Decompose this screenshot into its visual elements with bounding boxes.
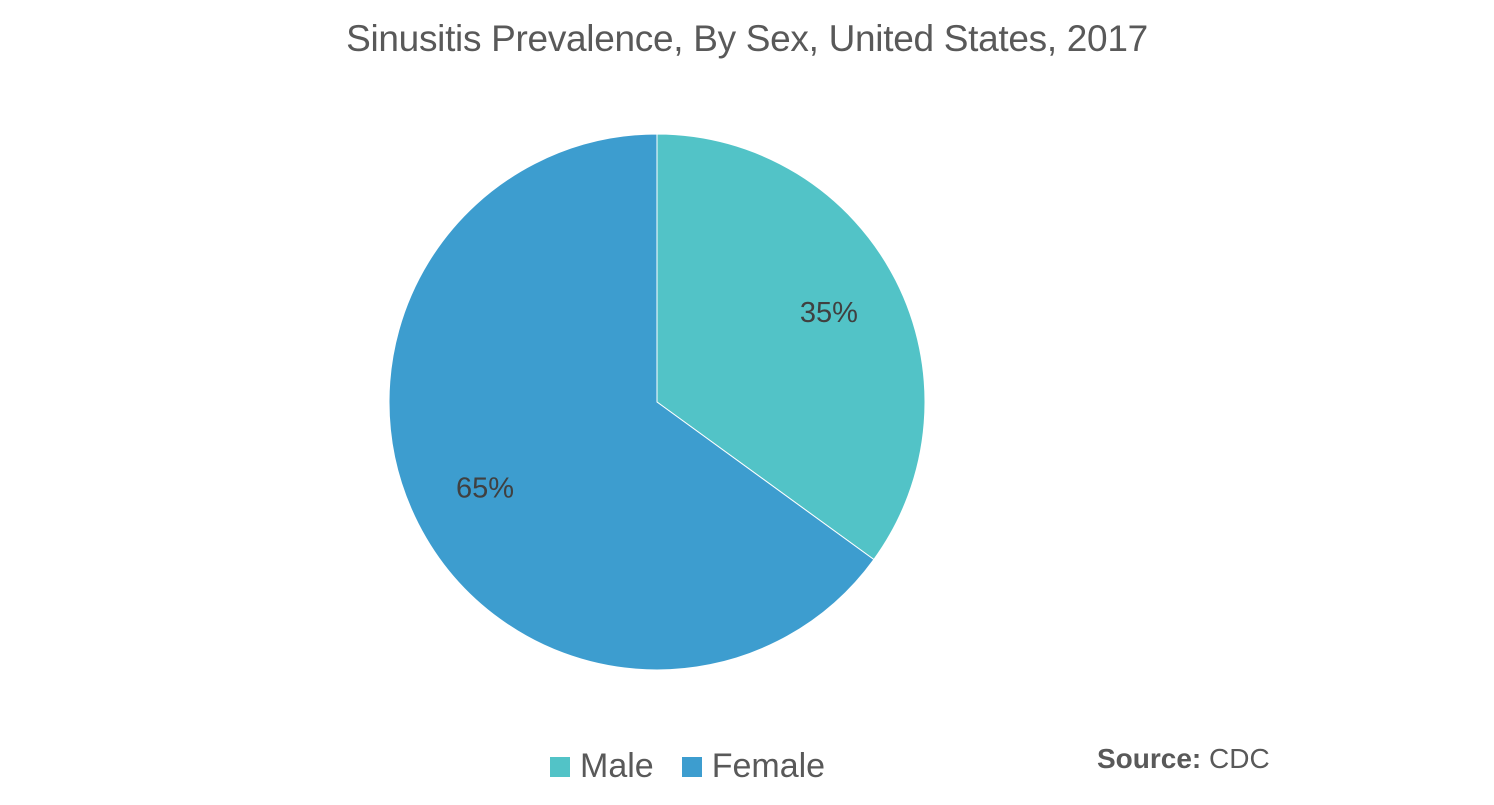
pie-slice-labels: 35% 65% [456, 297, 858, 504]
pie-slice-label-male: 35% [800, 297, 858, 329]
legend-item-female: Female [681, 747, 826, 786]
legend-swatch-female [681, 756, 702, 777]
legend-label-male: Male [580, 747, 654, 785]
legend-item-male: Male [550, 747, 654, 786]
source-label: Source: [1097, 743, 1202, 774]
legend-swatch-male [550, 756, 570, 777]
pie-slice-male [656, 133, 926, 561]
source-note: Source: CDC [1097, 743, 1270, 775]
pie-slice-label-female: 65% [456, 472, 514, 504]
pie-slices [388, 133, 926, 671]
legend: Male Female [550, 747, 853, 786]
chart-title: Sinusitis Prevalence, By Sex, United Sta… [346, 18, 1148, 59]
source-value: CDC [1209, 743, 1270, 774]
legend-label-female: Female [711, 747, 826, 785]
pie-slice-female [388, 133, 875, 671]
